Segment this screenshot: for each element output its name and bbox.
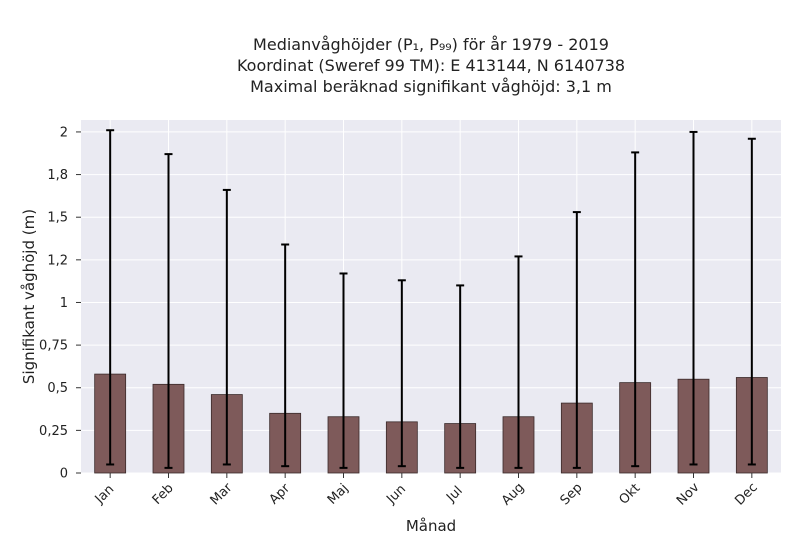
error-bar-jun [397, 279, 406, 468]
y-axis-label: Signifikant våghöjd (m) [20, 209, 38, 384]
y-tick-label: 1 [60, 296, 68, 311]
y-tick-label: 2 [60, 125, 68, 140]
x-tick-label: Jun [383, 482, 409, 508]
x-tick-label: Apr [267, 481, 294, 508]
error-bar-apr [281, 243, 290, 468]
y-tick-label: 1,5 [47, 211, 68, 226]
y-tick-label: 0,5 [47, 381, 68, 396]
error-bar-jul [456, 284, 465, 469]
error-bar-dec [747, 137, 756, 466]
chart-title-line-3: Maximal beräknad signifikant våghöjd: 3,… [250, 77, 612, 96]
y-axis-ticks: 0 0,25 0,5 0,75 1 1,2 1,5 1,8 2 [39, 125, 81, 482]
x-tick-label: Feb [150, 481, 177, 508]
x-tick-label: Dec [732, 480, 760, 508]
chart-title-line-1: Medianvåghöjder (P₁, P₉₉) för år 1979 - … [253, 35, 609, 54]
error-bar-jan [106, 129, 115, 466]
y-tick-label: 0,25 [39, 424, 68, 439]
error-bar-sep [572, 211, 581, 469]
x-tick-label: Okt [616, 481, 643, 508]
error-bar-maj [339, 272, 348, 469]
error-bar-nov [689, 130, 698, 466]
chart-title-line-2: Koordinat (Sweref 99 TM): E 413144, N 61… [236, 56, 626, 75]
x-tick-label: Maj [325, 481, 352, 508]
x-tick-label: Mar [208, 480, 236, 508]
x-tick-label: Sep [558, 480, 586, 508]
error-bar-okt [631, 151, 640, 468]
error-bar-aug [514, 255, 523, 469]
y-tick-label: 0 [60, 467, 68, 482]
plot-area [81, 120, 781, 473]
x-tick-label: Jul [443, 484, 465, 506]
error-bars [106, 129, 756, 469]
y-tick-label: 1,8 [47, 168, 68, 183]
x-tick-label: Jan [92, 482, 117, 507]
x-axis-ticks: Jan Feb Mar Apr Maj Jun Jul Aug Sep Okt Nov Dec [92, 473, 761, 509]
y-tick-label: 0,75 [39, 339, 68, 354]
error-bar-mar [222, 188, 231, 466]
x-tick-label: Nov [674, 480, 703, 509]
x-axis-label: Månad [406, 517, 456, 535]
y-tick-label: 1,2 [47, 253, 68, 268]
error-bar-feb [164, 153, 173, 469]
chart-title: Medianvåghöjder (P₁, P₉₉) för år 1979 - … [81, 34, 781, 97]
x-tick-label: Aug [499, 480, 528, 509]
